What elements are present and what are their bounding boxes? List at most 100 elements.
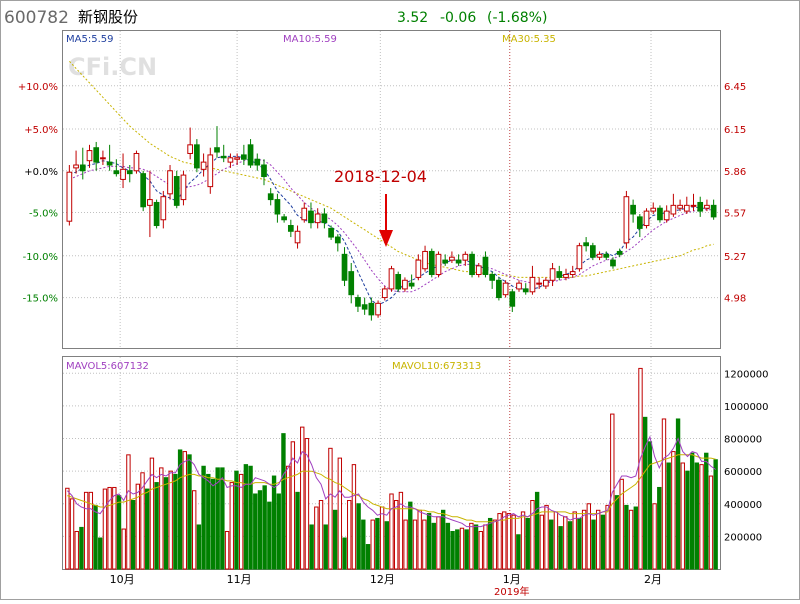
month-label: 12月 (370, 573, 395, 586)
volume-bar (389, 493, 394, 570)
left-tick-label: -10.0% (23, 252, 58, 263)
candle-body (683, 204, 690, 212)
candle-body (576, 245, 583, 270)
candle-body (314, 213, 321, 224)
volume-tick-label: 1000000 (724, 402, 769, 413)
candle-body (402, 279, 408, 290)
candle-body (247, 144, 254, 166)
ma10-legend: MA10:5.59 (283, 34, 337, 45)
candle-body (516, 282, 522, 290)
volume-bar (318, 500, 324, 570)
candle-body (543, 279, 549, 287)
volume-bar (628, 509, 634, 570)
volume-bar (680, 462, 685, 570)
left-tick-label: -5.0% (29, 209, 58, 220)
candle-body (643, 210, 650, 227)
volume-bar (116, 495, 122, 570)
volume-bar (342, 537, 347, 570)
candle-body (583, 242, 589, 247)
volume-bar (539, 514, 545, 570)
annotation-arrow (379, 194, 393, 247)
watermark: CFi.CN (68, 53, 157, 81)
candle-body (556, 271, 563, 278)
ma5-legend: MA5:5.59 (66, 34, 113, 45)
candle-body (710, 204, 717, 218)
volume-bar (586, 503, 592, 570)
volume-bar (154, 482, 159, 570)
candlesticks (66, 126, 717, 321)
candle-body (636, 216, 643, 229)
volume-bar (469, 522, 474, 570)
volume-bar (281, 433, 286, 570)
volume-bar (464, 529, 469, 570)
volume-bar (689, 452, 695, 570)
candle-body (522, 288, 529, 293)
candle-body (502, 282, 509, 296)
volume-bar (581, 509, 587, 570)
volume-bar (530, 500, 535, 570)
volume-bar (426, 513, 432, 570)
candle-body (381, 288, 388, 299)
annotation-date: 2018-12-04 (334, 167, 427, 186)
volume-bar (271, 475, 277, 570)
candle-body (341, 253, 348, 281)
price-value: 3.52 (397, 10, 428, 26)
stock-name: 新钢股份 (78, 8, 138, 26)
candle-body (281, 216, 287, 221)
volume-bar (79, 526, 84, 570)
volume-bar (384, 521, 389, 570)
candle-body (214, 147, 220, 153)
volume-bar (638, 367, 643, 570)
right-tick-label: 5.57 (724, 209, 746, 220)
volume-bar (591, 519, 596, 570)
volume-bar (661, 418, 667, 570)
volume-bar (295, 491, 300, 570)
candle-body (267, 193, 274, 201)
volume-bar (243, 464, 249, 570)
volume-bar (455, 529, 460, 570)
candle-body (294, 230, 301, 244)
volume-bar (624, 504, 629, 570)
volume-bar (121, 528, 126, 570)
candle-body (93, 147, 100, 163)
volume-bar (309, 524, 314, 570)
candle-body (334, 236, 341, 244)
candle-body (254, 158, 261, 166)
stock-code: 600782 (4, 8, 69, 28)
volume-bar (220, 467, 225, 570)
volume-bar (577, 517, 582, 570)
candle-body (180, 174, 187, 201)
volume-bar (379, 506, 385, 570)
candle-body (113, 170, 120, 175)
candle-body (569, 271, 576, 276)
volume-bar (140, 472, 145, 570)
volume-bar (314, 506, 319, 570)
volume-bar (511, 514, 516, 570)
volume-bar (436, 516, 441, 570)
volume-bar (492, 519, 498, 570)
candle-body (482, 256, 489, 276)
volume-bar (652, 503, 657, 570)
volume-bar (83, 491, 89, 570)
candle-body (227, 157, 234, 163)
volume-tick-label: 800000 (724, 435, 762, 446)
candle-body (234, 157, 240, 160)
candle-body (422, 250, 428, 270)
volume-bar (633, 506, 638, 570)
candle-body (274, 199, 281, 215)
candle-body (670, 204, 677, 215)
candle-body (449, 256, 455, 261)
volume-bar (229, 482, 234, 570)
volume-bar (201, 465, 206, 570)
candle-body (395, 274, 402, 290)
volume-bar (262, 485, 267, 570)
candle-body (455, 259, 462, 264)
mavol5-line (66, 435, 716, 528)
candle-body (187, 144, 194, 154)
volume-bar (431, 522, 436, 570)
volume-bar (159, 467, 164, 570)
candle-body (126, 170, 133, 175)
month-label: 10月 (110, 573, 135, 586)
volume-bar (69, 498, 75, 570)
volume-bar (642, 416, 648, 570)
